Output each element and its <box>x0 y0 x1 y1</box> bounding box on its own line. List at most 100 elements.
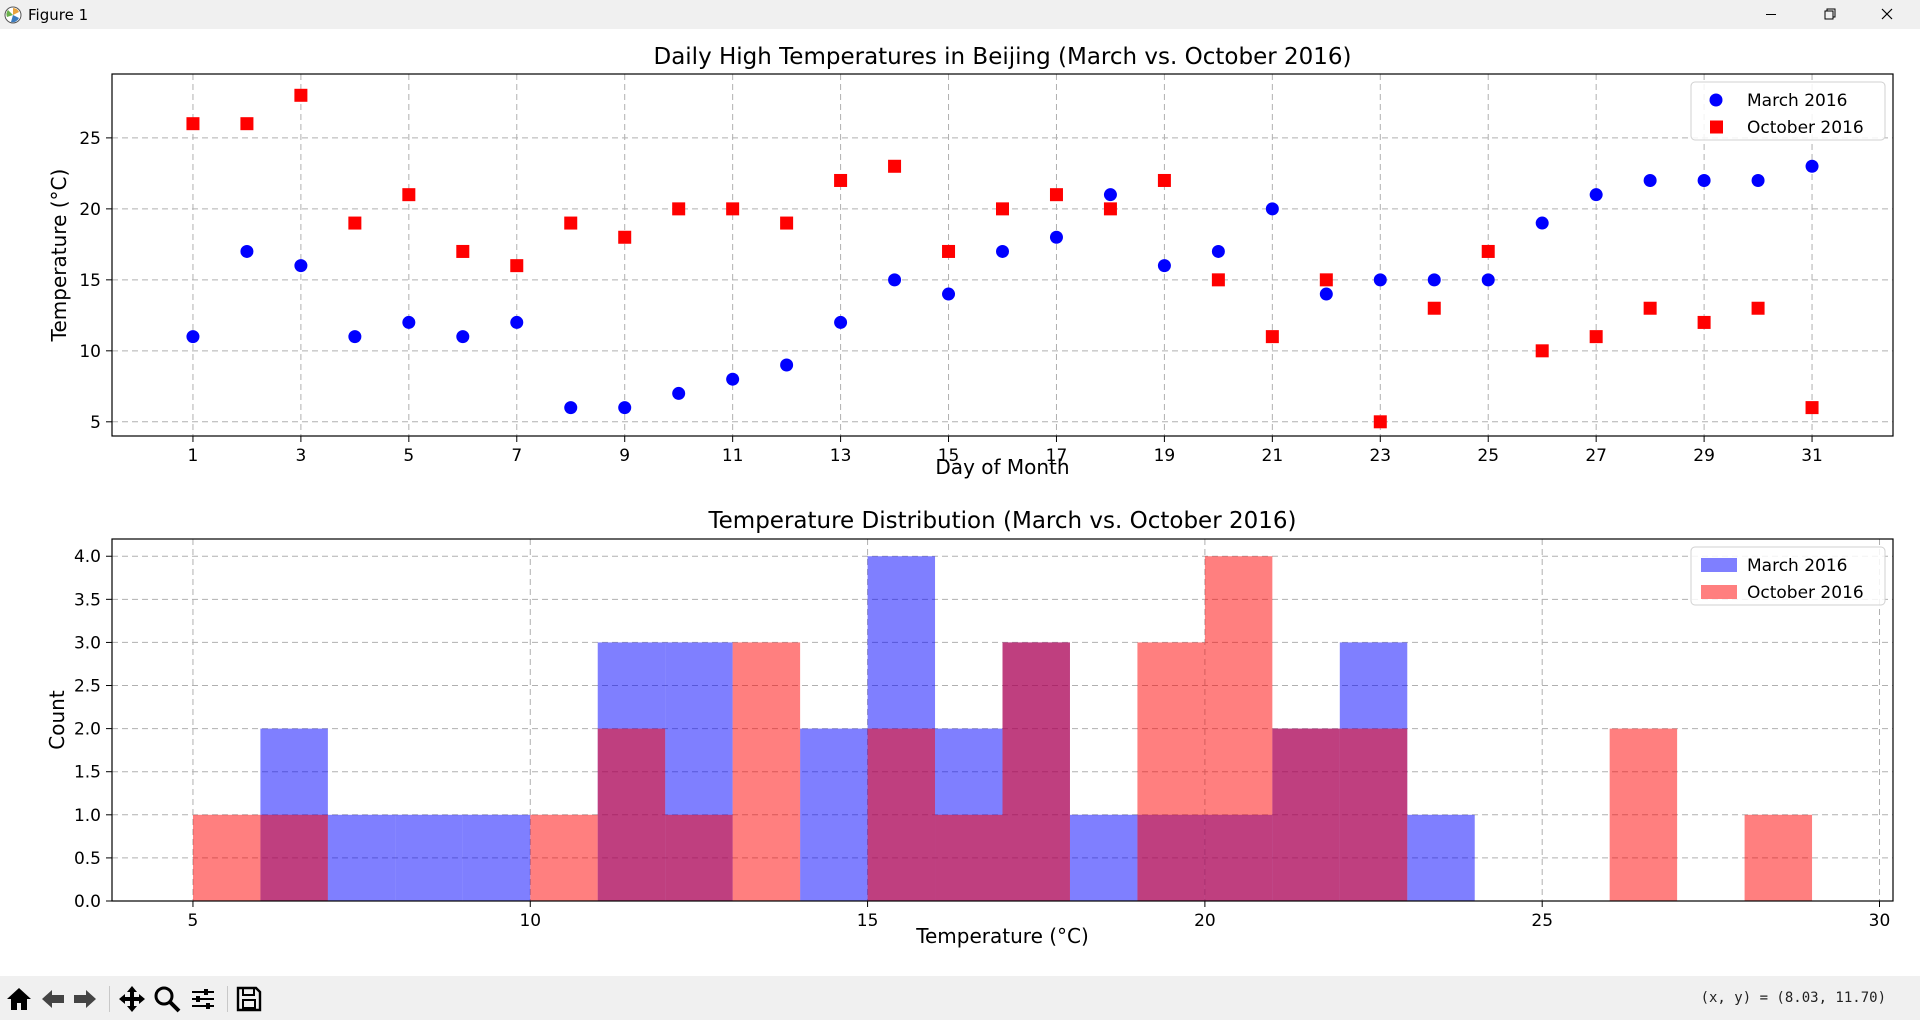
x-tick-label: 3 <box>295 446 306 466</box>
scatter-frame <box>111 73 1894 437</box>
march-point <box>1373 273 1387 287</box>
march-point <box>888 273 902 287</box>
october-histogram-bar <box>1137 642 1205 901</box>
october-point <box>1049 188 1063 202</box>
maximize-icon[interactable] <box>1800 0 1858 29</box>
y-tick-label: 1.5 <box>74 763 101 783</box>
october-histogram-bar <box>530 814 598 901</box>
histogram-xlabel: Temperature (°C) <box>915 924 1089 948</box>
march-point <box>1265 202 1279 216</box>
x-tick-label: 10 <box>519 911 541 931</box>
october-histogram-bar <box>192 814 261 901</box>
x-tick-label: 1 <box>188 446 199 466</box>
october-histogram-bar <box>1339 728 1408 901</box>
march-point <box>726 372 740 386</box>
march-point <box>1481 273 1495 287</box>
y-tick-label: 3.5 <box>74 590 101 610</box>
legend-marker <box>1710 120 1723 134</box>
march-point <box>348 330 362 344</box>
x-tick-label: 31 <box>1801 446 1823 466</box>
october-histogram-bar <box>1609 728 1678 901</box>
x-tick-label: 20 <box>1194 911 1216 931</box>
march-histogram-bar <box>462 814 531 901</box>
october-point <box>726 202 740 216</box>
october-point <box>1373 415 1387 429</box>
x-tick-label: 25 <box>1477 446 1499 466</box>
october-histogram-bar <box>597 728 666 901</box>
configure-icon[interactable] <box>188 984 218 1014</box>
october-histogram-bar <box>1002 642 1070 901</box>
march-point <box>240 244 254 258</box>
y-tick-label: 25 <box>79 129 101 149</box>
march-point <box>510 315 524 329</box>
october-point <box>240 117 254 131</box>
x-tick-label: 23 <box>1369 446 1391 466</box>
y-tick-label: 0.0 <box>74 892 101 912</box>
histogram-frame <box>111 538 1894 902</box>
october-point <box>456 244 470 258</box>
back-icon[interactable] <box>38 984 68 1014</box>
october-point <box>1211 273 1225 287</box>
zoom-icon[interactable] <box>152 984 182 1014</box>
legend-label: October 2016 <box>1747 118 1864 138</box>
minimize-icon[interactable] <box>1742 0 1800 29</box>
march-point <box>1319 287 1333 301</box>
march-point <box>1697 173 1711 187</box>
legend-box <box>1690 546 1886 606</box>
october-histogram-bar <box>260 814 328 901</box>
october-point <box>402 188 416 202</box>
y-tick-label: 0.5 <box>74 849 101 869</box>
october-point <box>780 216 794 230</box>
march-point <box>1535 216 1549 230</box>
scatter-ylabel: Temperature (°C) <box>47 169 71 343</box>
march-point <box>1211 244 1225 258</box>
y-tick-label: 2.5 <box>74 677 101 697</box>
legend-swatch <box>1701 558 1737 572</box>
home-icon[interactable] <box>4 984 34 1014</box>
october-histogram-bar <box>867 728 936 901</box>
october-point <box>1103 202 1117 216</box>
legend-marker <box>1709 93 1723 107</box>
y-tick-label: 4.0 <box>74 547 101 567</box>
march-point <box>402 315 416 329</box>
scatter-points <box>186 88 1819 429</box>
y-tick-label: 1.0 <box>74 806 101 826</box>
march-point <box>996 244 1009 258</box>
october-histogram-bar <box>1204 556 1273 901</box>
october-point <box>1589 330 1603 344</box>
march-point <box>618 401 632 415</box>
scatter-legend: March 2016 October 2016 <box>1690 81 1886 141</box>
x-tick-label: 19 <box>1154 446 1176 466</box>
october-point <box>672 202 686 216</box>
march-point <box>672 386 686 400</box>
march-point <box>1643 173 1657 187</box>
october-point <box>1265 330 1279 344</box>
october-point <box>996 202 1009 216</box>
x-tick-label: 13 <box>830 446 852 466</box>
y-tick-label: 3.0 <box>74 633 101 653</box>
close-icon[interactable] <box>1858 0 1916 29</box>
x-tick-label: 9 <box>619 446 630 466</box>
x-tick-label: 15 <box>938 446 960 466</box>
x-tick-label: 29 <box>1693 446 1715 466</box>
matplotlib-logo-icon <box>4 6 22 24</box>
y-tick-label: 10 <box>79 342 101 362</box>
march-histogram-bar <box>800 728 868 901</box>
x-tick-label: 5 <box>188 911 199 931</box>
legend-swatch <box>1701 585 1737 599</box>
legend-label: March 2016 <box>1747 556 1848 576</box>
x-tick-label: 27 <box>1585 446 1607 466</box>
window-title: Figure 1 <box>28 6 89 24</box>
x-tick-label: 15 <box>857 911 879 931</box>
march-histogram-bar <box>1069 814 1138 901</box>
october-point <box>294 88 308 102</box>
forward-icon[interactable] <box>70 984 100 1014</box>
histogram-yticks: 0.0 0.5 1.0 1.5 2.0 2.5 3.0 3.5 4.0 <box>74 547 112 912</box>
x-tick-label: 7 <box>511 446 522 466</box>
pan-icon[interactable] <box>117 984 147 1014</box>
coordinate-readout: (x, y) = (8.03, 11.70) <box>1700 990 1886 1006</box>
save-icon[interactable] <box>234 984 264 1014</box>
march-point <box>186 330 200 344</box>
march-point <box>1805 159 1819 173</box>
